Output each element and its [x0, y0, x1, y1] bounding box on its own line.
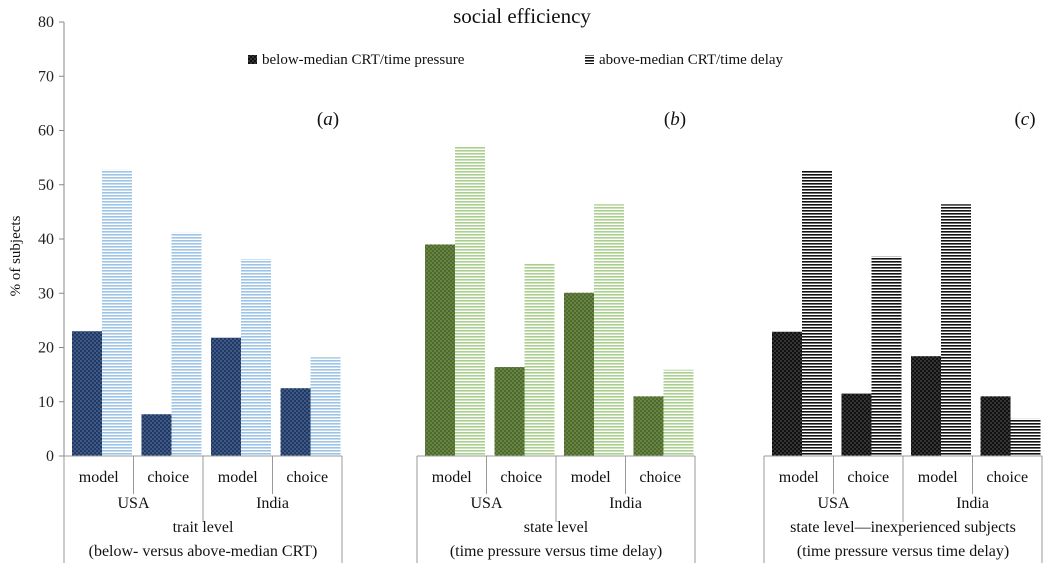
bars	[72, 145, 1041, 456]
bar-below	[633, 396, 664, 456]
x-category-label: model	[218, 469, 259, 486]
x-category-label: model	[79, 469, 120, 486]
y-tick-label: 50	[38, 177, 54, 194]
y-tick-label: 10	[38, 394, 54, 411]
y-tick-label: 80	[38, 14, 54, 31]
bar-below	[211, 337, 241, 456]
x-country-label: India	[609, 495, 642, 512]
y-tick-label: 60	[38, 123, 54, 140]
x-category-label: model	[571, 469, 612, 486]
bar-below	[841, 393, 872, 456]
bar-below	[72, 331, 102, 456]
x-country-label: USA	[117, 495, 149, 512]
panel-letter: (a)	[317, 109, 339, 130]
bar-below	[494, 367, 525, 456]
x-country-label: USA	[817, 495, 849, 512]
y-tick-label: 40	[38, 231, 54, 248]
panel-letter: (b)	[664, 109, 686, 130]
bar-below	[280, 388, 311, 456]
x-category-label: model	[432, 469, 473, 486]
x-category-label: choice	[147, 469, 189, 486]
x-group-condition-label: (below- versus above-median CRT)	[89, 543, 318, 560]
bar-above	[171, 232, 202, 456]
bar-above	[241, 259, 271, 456]
panel-letters: (a) (b) (c)	[317, 109, 1036, 130]
legend-swatch-above	[585, 55, 594, 64]
panel-letter: (c)	[1014, 109, 1035, 130]
bar-below	[564, 292, 594, 456]
x-category-label: choice	[500, 469, 542, 486]
x-country-label: USA	[470, 495, 502, 512]
x-group-level-label: trait level	[173, 519, 234, 536]
bar-above	[1010, 418, 1041, 456]
bar-below	[980, 396, 1011, 456]
x-group-level-label: state level	[524, 519, 589, 536]
bar-below	[772, 331, 802, 456]
x-category-label: choice	[986, 469, 1028, 486]
legend: below-median CRT/time pressure above-med…	[248, 52, 784, 68]
x-category-label: choice	[847, 469, 889, 486]
legend-label-below: below-median CRT/time pressure	[262, 52, 465, 68]
bar-below	[911, 356, 941, 456]
x-axis: model choice model choice USA India trait leve…	[63, 455, 1043, 563]
legend-swatch-below	[248, 55, 257, 64]
y-tick-label: 30	[38, 285, 54, 302]
chart-title: social efficiency	[453, 4, 591, 28]
x-country-label: India	[256, 495, 289, 512]
x-country-label: India	[956, 495, 989, 512]
bar-above	[594, 204, 624, 456]
bar-above	[455, 145, 485, 456]
bar-below	[141, 414, 172, 456]
bar-above	[524, 262, 555, 456]
x-category-label: choice	[286, 469, 328, 486]
x-group-level-label: state level—inexperienced subjects	[790, 519, 1016, 536]
bar-above	[663, 369, 694, 456]
y-tick-label: 20	[38, 340, 54, 357]
x-group-condition-label: (time pressure versus time delay)	[450, 543, 662, 560]
y-tick-label: 70	[38, 68, 54, 85]
bar-above	[310, 357, 341, 456]
bar-above	[871, 256, 902, 456]
y-axis-label: % of subjects	[8, 215, 24, 296]
bar-above	[941, 204, 971, 456]
x-category-label: model	[918, 469, 959, 486]
bar-above	[102, 169, 132, 456]
x-category-label: choice	[639, 469, 681, 486]
y-tick-label: 0	[46, 448, 54, 465]
y-axis: 0 10 20 30 40 50 60 70 80	[38, 14, 65, 465]
bar-below	[425, 244, 455, 456]
legend-label-above: above-median CRT/time delay	[599, 52, 784, 68]
x-category-label: model	[779, 469, 820, 486]
x-group-condition-label: (time pressure versus time delay)	[797, 543, 1009, 560]
bar-above	[802, 170, 832, 456]
